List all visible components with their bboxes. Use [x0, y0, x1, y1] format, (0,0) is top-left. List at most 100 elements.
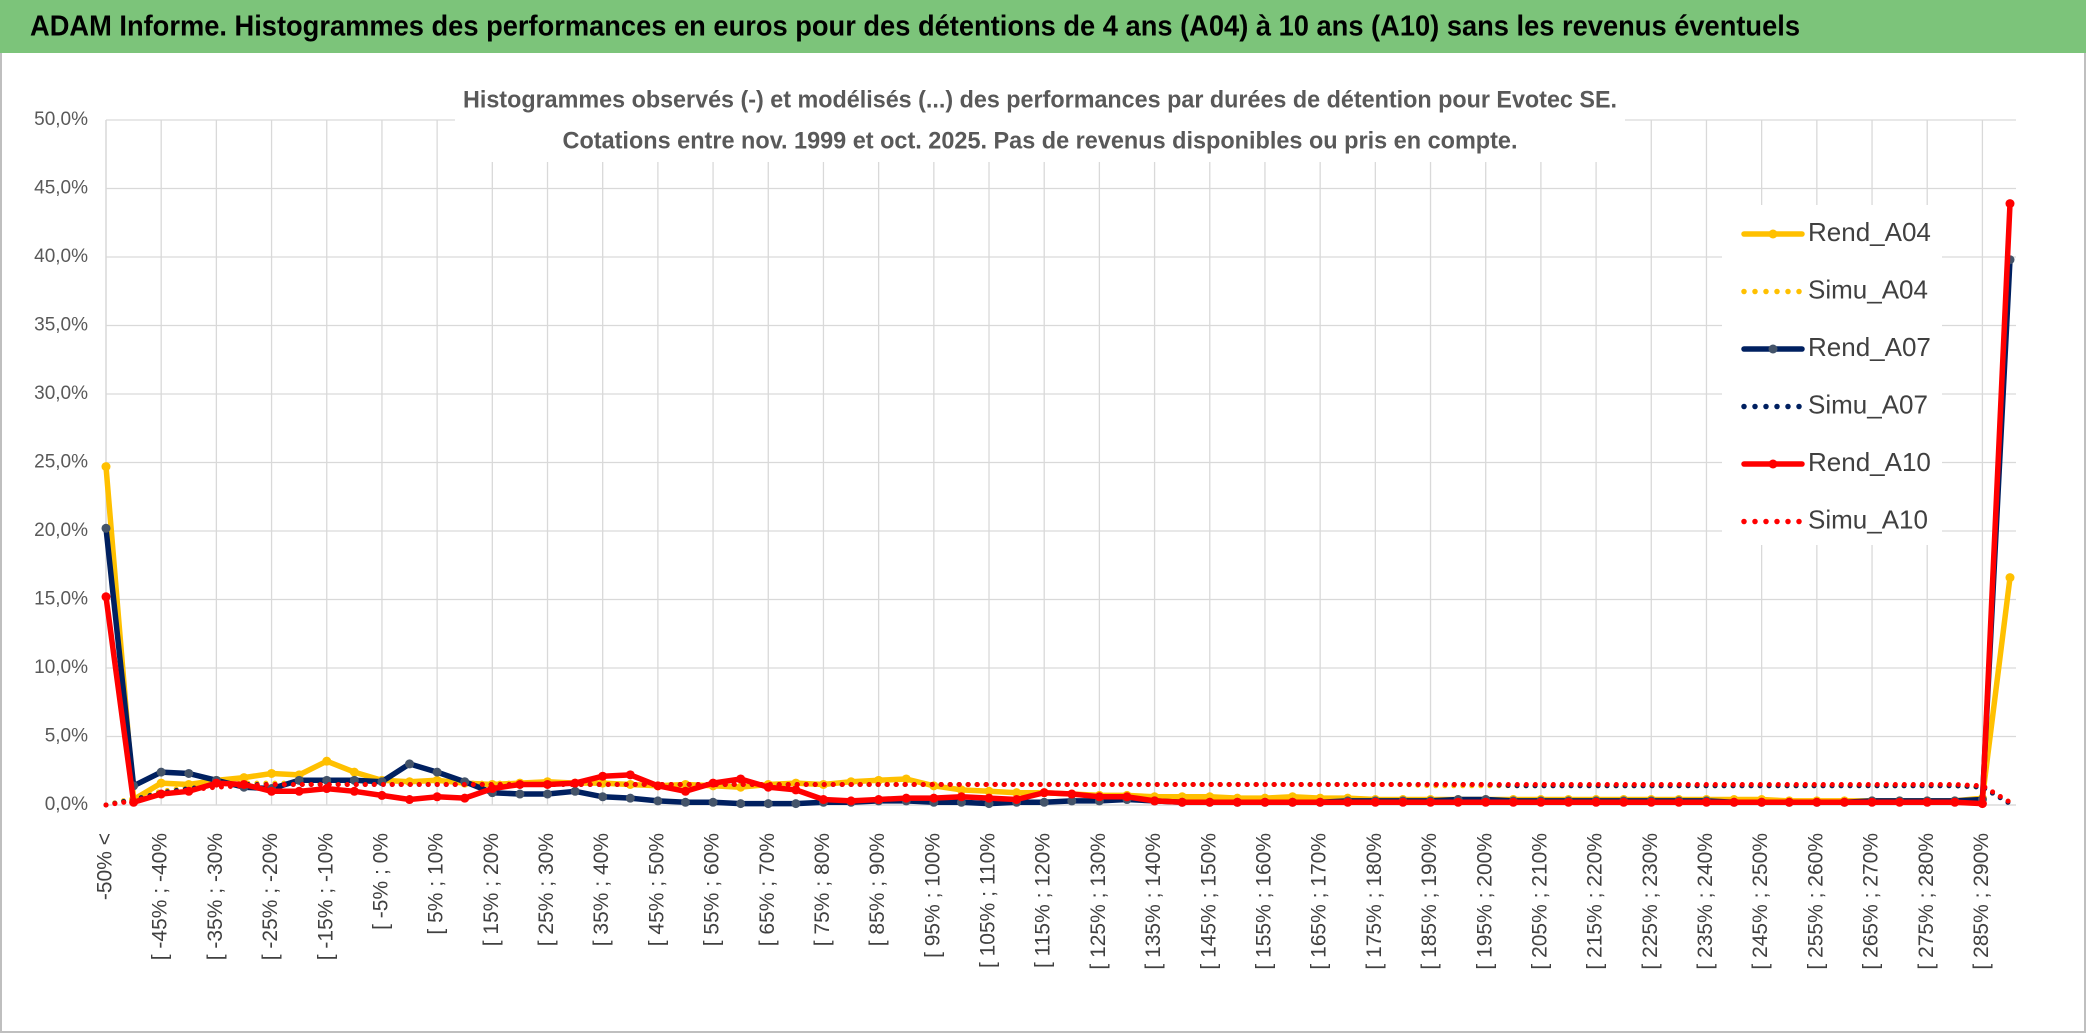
y-tick-label: 10,0% [34, 657, 88, 678]
series-marker [267, 768, 277, 778]
series-marker [625, 770, 635, 780]
series-marker [460, 793, 470, 803]
x-tick-label: [ 85% ; 90% [866, 833, 889, 946]
series-marker [156, 767, 166, 777]
series-marker [211, 778, 221, 788]
x-tick-label: [ 175% ; 180% [1363, 833, 1386, 970]
series-marker [653, 796, 663, 806]
legend-label: Rend_A04 [1808, 217, 1931, 247]
x-tick-label: [ 195% ; 200% [1473, 833, 1496, 970]
series-marker [1674, 797, 1684, 807]
x-tick-label: [ 275% ; 280% [1915, 833, 1938, 970]
legend-label: Rend_A07 [1808, 332, 1931, 362]
series-marker [322, 756, 332, 766]
series-marker [101, 462, 111, 472]
series-marker [1812, 797, 1822, 807]
x-tick-label: [ 235% ; 240% [1694, 833, 1717, 970]
legend-marker [1768, 229, 1778, 239]
series-marker [1839, 797, 1849, 807]
title-background [455, 80, 1625, 162]
x-tick-label: [ 105% ; 110% [977, 833, 1000, 968]
y-tick-label: 45,0% [34, 178, 88, 199]
y-tick-label: 15,0% [34, 589, 88, 610]
x-tick-label: [ -35% ; -30% [204, 833, 227, 960]
series-marker [349, 786, 359, 796]
series-marker [1177, 797, 1187, 807]
legend-label: Simu_A07 [1808, 389, 1928, 419]
series-marker [1508, 797, 1518, 807]
x-tick-label: [ 265% ; 270% [1860, 833, 1883, 970]
series-marker [625, 779, 635, 789]
series-marker [1067, 796, 1077, 806]
series-marker [1012, 788, 1022, 798]
series-marker [680, 797, 690, 807]
y-tick-label: 0,0% [45, 794, 88, 815]
series-marker [267, 786, 277, 796]
x-tick-label: [ 5% ; 10% [425, 833, 448, 935]
legend-marker [1768, 459, 1778, 469]
series-marker [377, 790, 387, 800]
y-tick-label: 20,0% [34, 520, 88, 541]
series-marker [956, 785, 966, 795]
series-marker [1895, 797, 1905, 807]
series-marker [1288, 797, 1298, 807]
series-marker [1343, 797, 1353, 807]
series-marker [515, 789, 525, 799]
x-tick-label: [ -5% ; 0% [369, 833, 392, 930]
y-tick-label: 5,0% [45, 726, 88, 747]
x-tick-label: [ 35% ; 40% [590, 833, 613, 946]
series-marker [846, 796, 856, 806]
series-marker [1039, 797, 1049, 807]
series-marker [901, 774, 911, 784]
legend-marker [1768, 344, 1778, 354]
series-marker [1646, 797, 1656, 807]
y-tick-label: 35,0% [34, 315, 88, 336]
series-line [103, 200, 2013, 807]
chart-subtitle: Cotations entre nov. 1999 et oct. 2025. … [563, 127, 1518, 154]
x-tick-label: [ 65% ; 70% [756, 833, 779, 946]
x-tick-label: [ 15% ; 20% [480, 833, 503, 946]
x-tick-label: -50% < [94, 833, 117, 900]
series-marker [1922, 797, 1932, 807]
series-marker [432, 767, 442, 777]
series-marker [1094, 792, 1104, 802]
y-tick-label: 40,0% [34, 246, 88, 267]
series-marker [1150, 796, 1160, 806]
series-marker [1950, 797, 1960, 807]
series-marker [984, 786, 994, 796]
series-marker [791, 785, 801, 795]
series-marker [1232, 797, 1242, 807]
x-tick-label: [ 145% ; 150% [1197, 833, 1220, 970]
series-marker [101, 592, 111, 602]
series-marker [874, 795, 884, 805]
series-marker [1315, 797, 1325, 807]
series-marker [1619, 797, 1629, 807]
legend-label: Simu_A04 [1808, 274, 1928, 304]
x-tick-label: [ 285% ; 290% [1970, 833, 1993, 970]
series-marker [1729, 797, 1739, 807]
series-marker [736, 799, 746, 809]
series-marker [405, 795, 415, 805]
x-tick-label: [ 25% ; 30% [535, 833, 558, 946]
x-tick-label: [ -45% ; -40% [149, 833, 172, 960]
y-tick-label: 50,0% [34, 109, 88, 130]
series-marker [598, 792, 608, 802]
series-marker [1260, 797, 1270, 807]
x-tick-label: [ 45% ; 50% [645, 833, 668, 946]
series-marker [432, 792, 442, 802]
series-marker [2005, 573, 2015, 583]
x-tick-label: [ 185% ; 190% [1418, 833, 1441, 970]
y-tick-label: 30,0% [34, 383, 88, 404]
x-tick-label: [ 215% ; 220% [1584, 833, 1607, 970]
x-tick-label: [ 125% ; 130% [1087, 833, 1110, 970]
series-marker [901, 793, 911, 803]
series-marker [1453, 797, 1463, 807]
series-marker [598, 771, 608, 781]
series-marker [1370, 797, 1380, 807]
plot-area: 0,0% 5,0% 10,0% 15,0% 20,0% 25,0% 30,0% 35,0% 40… [34, 109, 2016, 970]
x-tick-label: [ 245% ; 250% [1749, 833, 1772, 970]
legend-box [1722, 205, 1942, 545]
x-tick-label: [ 55% ; 60% [701, 833, 724, 946]
series-marker [956, 792, 966, 802]
